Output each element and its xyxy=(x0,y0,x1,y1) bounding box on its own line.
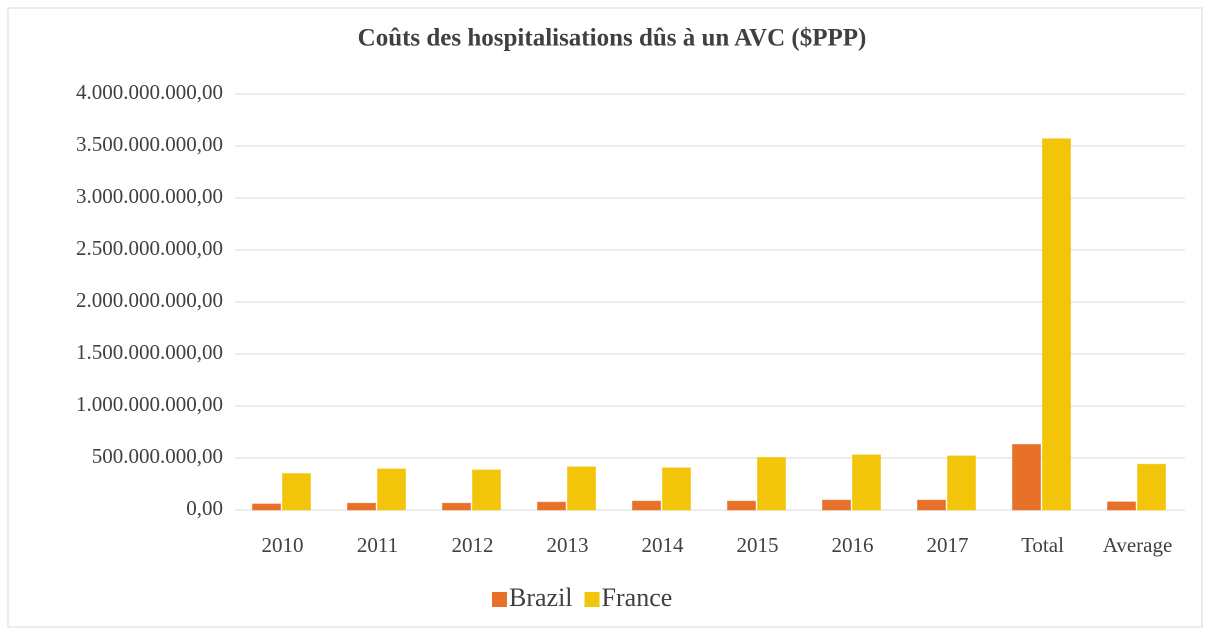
y-tick-label: 0,00 xyxy=(186,496,223,520)
x-tick-label: 2010 xyxy=(262,533,304,557)
x-tick-label: 2017 xyxy=(927,533,969,557)
bar xyxy=(472,469,501,511)
bar xyxy=(947,455,976,511)
bar xyxy=(567,466,596,511)
bar xyxy=(1137,463,1166,511)
legend-swatch xyxy=(492,592,507,607)
y-tick-label: 4.000.000.000,00 xyxy=(76,80,223,104)
chart-frame xyxy=(7,7,1203,628)
bar xyxy=(377,468,406,511)
bar xyxy=(662,467,691,511)
bar xyxy=(757,456,786,511)
x-tick-label: 2012 xyxy=(452,533,494,557)
x-tick-label: 2016 xyxy=(832,533,874,557)
bar xyxy=(282,473,311,511)
x-tick-label: 2014 xyxy=(642,533,685,557)
bar xyxy=(252,503,281,511)
x-tick-label: Average xyxy=(1103,533,1173,557)
bar xyxy=(347,502,376,511)
y-tick-label: 3.000.000.000,00 xyxy=(76,184,223,208)
bar xyxy=(822,499,851,511)
bar xyxy=(1012,443,1041,511)
bar xyxy=(537,501,566,511)
y-tick-label: 1.500.000.000,00 xyxy=(76,340,223,364)
legend-label: Brazil xyxy=(509,583,573,612)
bar xyxy=(1107,501,1136,511)
bar xyxy=(917,499,946,511)
y-tick-label: 2.000.000.000,00 xyxy=(76,288,223,312)
y-tick-label: 500.000.000,00 xyxy=(92,444,223,468)
legend-label: France xyxy=(602,583,673,612)
x-tick-label: 2013 xyxy=(547,533,589,557)
y-tick-label: 3.500.000.000,00 xyxy=(76,132,223,156)
y-tick-label: 1.000.000.000,00 xyxy=(76,392,223,416)
chart-title: Coûts des hospitalisations dûs à un AVC … xyxy=(358,25,867,52)
bar xyxy=(442,502,471,511)
legend-swatch xyxy=(584,592,600,607)
bar xyxy=(1042,138,1071,511)
y-tick-label: 2.500.000.000,00 xyxy=(76,236,223,260)
x-tick-label: Total xyxy=(1021,533,1064,557)
bar xyxy=(632,500,661,511)
x-tick-label: 2011 xyxy=(357,533,398,557)
bar xyxy=(727,500,756,511)
bar xyxy=(852,454,881,511)
x-tick-label: 2015 xyxy=(737,533,779,557)
